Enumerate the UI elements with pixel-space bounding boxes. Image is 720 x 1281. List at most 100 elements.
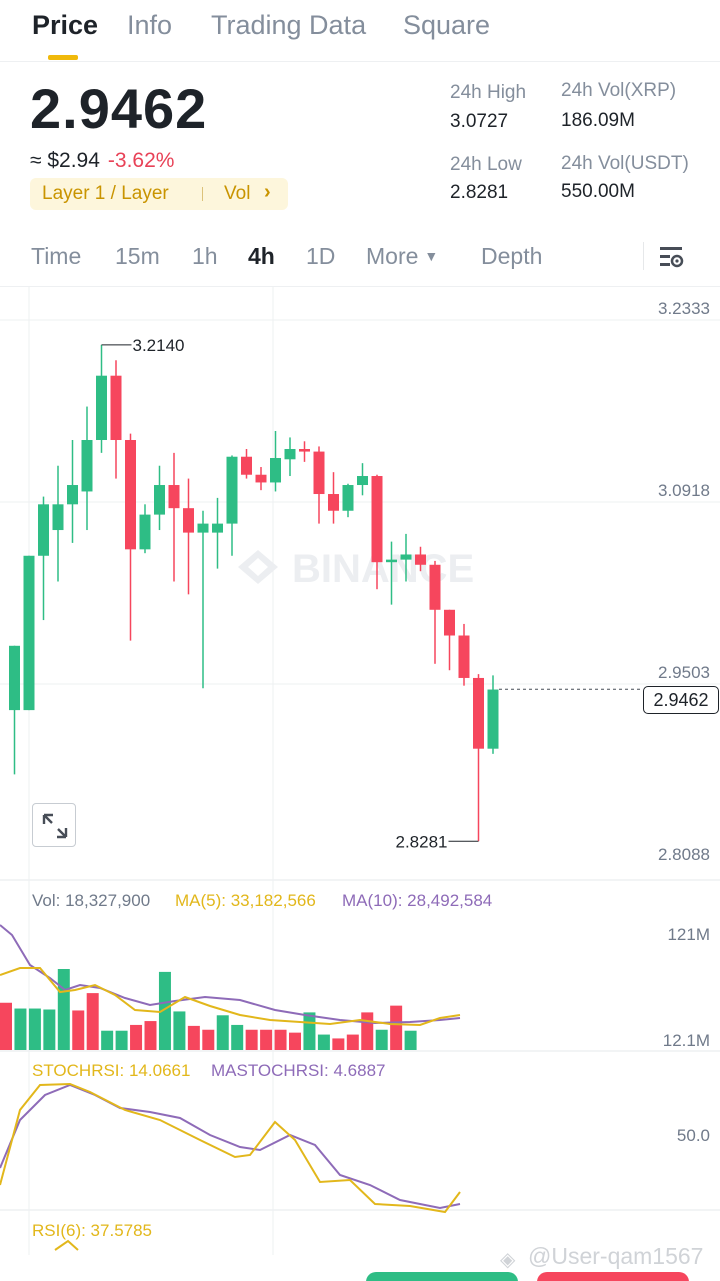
interval-time[interactable]: Time (31, 243, 82, 269)
stat-24h-high-label: 24h High (450, 82, 527, 103)
candle-body (429, 564, 441, 610)
candle-body (23, 555, 35, 711)
stochrsi-axis-label: 50.0 (677, 1126, 710, 1145)
price-markers: 3.2140 2.8281 (101, 336, 643, 851)
tab-info[interactable]: Info (127, 10, 173, 40)
stat-24h-low-label: 24h Low (450, 154, 522, 175)
interval-more-label: More (366, 243, 419, 269)
volume-axis-label: 121M (667, 925, 710, 944)
sell-button[interactable] (537, 1272, 689, 1281)
high-marker-label: 3.2140 (133, 336, 185, 355)
candle-body (67, 485, 78, 505)
candle-body (168, 485, 180, 509)
tab-trading-data[interactable]: Trading Data (211, 10, 367, 40)
candle-body (255, 474, 267, 483)
candle-body (444, 609, 455, 636)
volume-bar (130, 1024, 143, 1050)
category-tag-pill[interactable]: Layer 1 / Layer Vol › (30, 178, 288, 210)
caret-down-icon: ▼ (424, 248, 439, 264)
volume-bar (216, 1015, 229, 1050)
buy-button[interactable] (366, 1272, 518, 1281)
chevron-right-icon: › (264, 181, 271, 203)
candle-body (299, 449, 310, 452)
candle-body (357, 476, 368, 486)
interval-more[interactable]: More ▼ (366, 243, 438, 270)
volume-bars (0, 969, 417, 1050)
volume-bar (28, 1008, 41, 1050)
candle-body (183, 508, 194, 533)
candle-body (9, 645, 20, 711)
stat-24h-low-value: 2.8281 (450, 182, 509, 203)
volume-bar (86, 993, 99, 1050)
binance-logo-icon (238, 550, 278, 584)
interval-1d[interactable]: 1D (306, 243, 336, 269)
volume-bar (187, 1025, 200, 1050)
price-axis-label: 3.0918 (658, 481, 710, 500)
volume-ma10-label: MA(10): 28,492,584 (342, 891, 493, 910)
volume-bar (390, 1005, 403, 1050)
candle-body (473, 677, 484, 749)
stochrsi-label: STOCHRSI: 14.0661 (32, 1061, 191, 1080)
chart-settings-icon[interactable] (658, 243, 686, 271)
volume-bar (231, 1024, 244, 1050)
mastochrsi-line (0, 1083, 461, 1210)
volume-bar (115, 1030, 128, 1050)
interval-4h[interactable]: 4h (248, 243, 275, 269)
candle-body (139, 514, 151, 550)
candle-body (197, 523, 209, 533)
active-tab-indicator (48, 55, 78, 60)
candle-body (284, 449, 296, 460)
volume-bar (57, 969, 70, 1050)
user-watermark: @User-qam1567 (528, 1243, 704, 1269)
candle-body (212, 523, 223, 533)
stat-24h-high-value: 3.0727 (450, 111, 509, 132)
top-tab-bar: Price Info Trading Data Square (0, 0, 720, 62)
candle-body (270, 458, 281, 483)
volume-ma5-line (0, 967, 461, 1027)
candlestick-series (9, 344, 499, 842)
kline-chart[interactable]: BINANCE 3.2140 2.8281 3.2333 3.0918 2.9503 2… (0, 287, 720, 1281)
candle-body (328, 494, 339, 511)
volume-bar (303, 1012, 316, 1050)
stat-24h-vol-usdt-value: 550.00M (561, 181, 635, 202)
rsi-label: RSI(6): 37.5785 (32, 1221, 153, 1240)
volume-bar (101, 1030, 114, 1050)
volume-bar (0, 1002, 12, 1050)
volume-bar (43, 1009, 56, 1050)
candle-body (154, 485, 165, 515)
tab-price[interactable]: Price (32, 10, 99, 40)
current-price-tag: 2.9462 (643, 686, 719, 714)
candle-body (371, 476, 383, 563)
interval-15m[interactable]: 15m (115, 243, 160, 269)
tab-square[interactable]: Square (403, 10, 491, 40)
volume-bar (361, 1012, 374, 1050)
candle-body (400, 554, 412, 560)
price-axis-label: 3.2333 (658, 299, 710, 318)
candle-body (226, 456, 238, 524)
candle-body (386, 559, 397, 563)
fiat-price: ≈ $2.94 (30, 149, 100, 172)
fullscreen-button[interactable] (32, 803, 76, 847)
low-marker-label: 2.8281 (396, 832, 448, 851)
volume-bar (245, 1029, 258, 1050)
volume-bar (404, 1030, 417, 1050)
volume-bar (202, 1029, 215, 1050)
volume-bar (317, 1034, 330, 1050)
volume-bar (158, 971, 171, 1050)
stat-24h-vol-usdt-label: 24h Vol(USDT) (561, 153, 689, 174)
candle-body (458, 635, 470, 678)
depth-tab[interactable]: Depth (481, 243, 543, 269)
expand-arrows-icon (42, 813, 68, 839)
volume-bar (72, 1010, 85, 1050)
candle-body (487, 689, 499, 749)
square-user-icon: ◈ (500, 1249, 516, 1271)
price-change-percent: -3.62% (107, 149, 175, 172)
last-price: 2.9462 (30, 77, 208, 140)
tag-divider (202, 187, 203, 201)
interval-1h[interactable]: 1h (192, 243, 218, 269)
category-tag-label: Layer 1 / Layer (42, 183, 169, 204)
rsi-line (54, 1239, 79, 1251)
chart-grid (0, 287, 720, 1255)
volume-ma5-label: MA(5): 33,182,566 (175, 891, 316, 910)
stochrsi-line (0, 1082, 461, 1214)
